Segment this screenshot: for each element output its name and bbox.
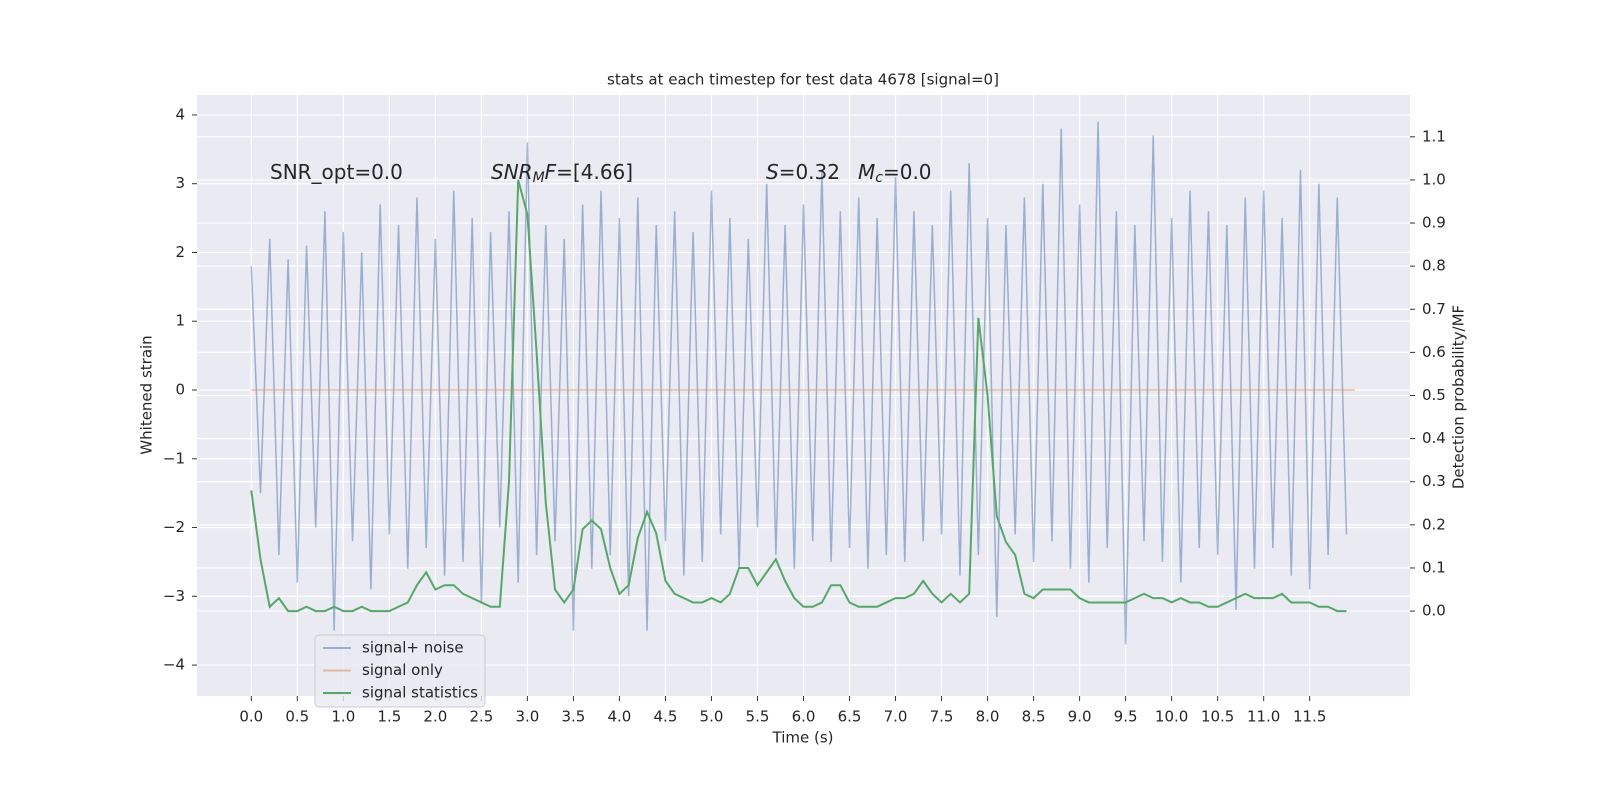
x-tick-label: 8.0 [976, 708, 1000, 726]
axes: 0.0 0.5 1.0 1.5 2.0 2.5 3.0 3.5 4.0 4.5 5.0 5.5 6.0 6… [163, 105, 1446, 725]
x-tick-label: 0.0 [239, 708, 263, 726]
x-tick-label: 2.5 [469, 708, 493, 726]
series-line [250, 121, 1348, 645]
y-tick-label: −1 [163, 449, 185, 467]
y2-tick-label: 0.4 [1422, 429, 1446, 447]
y-tick-label: 3 [175, 174, 185, 192]
y2-tick-label: 0.3 [1422, 472, 1446, 490]
x-tick-label: 10.5 [1201, 708, 1234, 726]
annotation-part: M [533, 170, 545, 186]
y2-tick-label: 0.9 [1422, 214, 1446, 232]
x-tick-label: 0.5 [285, 708, 309, 726]
legend-label: signal only [362, 661, 443, 679]
y2-tick-label: 1.0 [1422, 170, 1446, 188]
y-tick-label: −4 [163, 656, 185, 674]
y2-tick-label: 0.0 [1422, 602, 1446, 620]
y2-tick-label: 1.1 [1422, 127, 1446, 145]
y2-tick-label: 0.1 [1422, 558, 1446, 576]
y-tick-label: 1 [175, 312, 185, 330]
annotation-part: SNR_opt=0.0 [270, 160, 403, 184]
annotation: S=0.32 [766, 160, 840, 184]
legend-label: signal statistics [362, 684, 478, 702]
y-tick-label: −3 [163, 587, 185, 605]
annotation-part: F [545, 160, 557, 184]
annotation-part: =0.32 [779, 160, 840, 184]
y2-axis-label: Detection probability/MF [1450, 305, 1468, 489]
legend-box [314, 634, 486, 708]
x-tick-label: 6.5 [838, 708, 862, 726]
annotation: SNRMF=[4.66] [491, 160, 633, 187]
x-tick-label: 9.5 [1114, 708, 1138, 726]
x-tick-label: 1.5 [377, 708, 401, 726]
x-tick-label: 2.0 [423, 708, 447, 726]
grid [197, 95, 1410, 696]
y2-tick-label: 0.6 [1422, 343, 1446, 361]
annotation: SNR_opt=0.0 [270, 160, 403, 184]
y-tick-label: 4 [175, 105, 185, 123]
y-tick-label: 2 [175, 243, 185, 261]
marks [250, 121, 1355, 645]
annotation-part: =[4.66] [556, 160, 633, 184]
y2-tick-label: 0.2 [1422, 515, 1446, 533]
x-tick-label: 3.5 [561, 708, 585, 726]
x-tick-label: 4.5 [654, 708, 678, 726]
legend-label: signal+ noise [362, 639, 464, 657]
x-tick-label: 7.0 [884, 708, 908, 726]
y2-tick-label: 0.5 [1422, 386, 1446, 404]
x-axis-label: Time (s) [772, 729, 834, 747]
chart-title: stats at each timestep for test data 467… [607, 71, 999, 89]
annotation-part: M [858, 160, 875, 184]
y2-tick-label: 0.7 [1422, 300, 1446, 318]
x-tick-label: 5.5 [746, 708, 770, 726]
annotation-part: =0.0 [883, 160, 932, 184]
y-axis-label: Whitened strain [138, 335, 156, 454]
annotation-part: c [875, 170, 883, 186]
x-tick-label: 4.0 [608, 708, 632, 726]
x-tick-label: 8.5 [1022, 708, 1046, 726]
series-line [250, 179, 1347, 613]
x-tick-label: 11.0 [1247, 708, 1280, 726]
y-tick-label: −2 [163, 518, 185, 536]
annotation-part: SNR [491, 160, 533, 184]
x-tick-label: 5.0 [700, 708, 724, 726]
x-tick-label: 7.5 [930, 708, 954, 726]
x-tick-label: 6.0 [792, 708, 816, 726]
annotation: Mc=0.0 [858, 160, 932, 187]
x-tick-label: 11.5 [1293, 708, 1326, 726]
x-tick-label: 3.0 [515, 708, 539, 726]
annotation-part: S [766, 160, 779, 184]
y-tick-label: 0 [175, 380, 185, 398]
x-tick-label: 9.0 [1068, 708, 1092, 726]
x-tick-label: 1.0 [331, 708, 355, 726]
x-tick-label: 10.0 [1155, 708, 1188, 726]
y2-tick-label: 0.8 [1422, 257, 1446, 275]
